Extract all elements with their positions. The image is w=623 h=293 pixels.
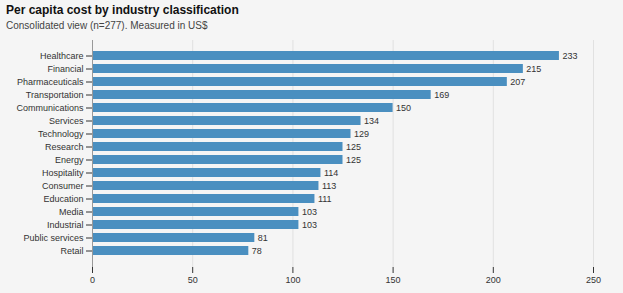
svg-text:Public services: Public services [23,233,84,243]
svg-text:Media: Media [59,207,84,217]
svg-text:Financial: Financial [47,64,83,74]
svg-text:100: 100 [285,275,300,285]
svg-text:Technology: Technology [38,129,84,139]
svg-text:150: 150 [396,103,411,113]
svg-text:Research: Research [45,142,84,152]
svg-text:111: 111 [318,194,332,204]
svg-text:125: 125 [346,155,361,165]
svg-text:Energy: Energy [55,155,84,165]
svg-text:233: 233 [562,51,577,61]
svg-text:Services: Services [49,116,84,126]
svg-text:150: 150 [386,275,401,285]
svg-text:215: 215 [526,64,541,74]
svg-text:113: 113 [322,181,336,191]
svg-text:Retail: Retail [60,246,83,256]
svg-text:114: 114 [324,168,338,178]
svg-text:50: 50 [188,275,198,285]
svg-text:207: 207 [510,77,525,87]
svg-text:78: 78 [252,246,262,256]
svg-text:0: 0 [90,275,95,285]
svg-text:200: 200 [486,275,501,285]
svg-text:Transportation: Transportation [26,90,84,100]
svg-text:103: 103 [302,207,317,217]
svg-text:Pharmaceuticals: Pharmaceuticals [17,77,84,87]
svg-text:129: 129 [354,129,369,139]
svg-text:250: 250 [586,275,601,285]
svg-text:134: 134 [364,116,379,126]
svg-text:Hospitality: Hospitality [42,168,84,178]
svg-text:169: 169 [434,90,449,100]
svg-text:Healthcare: Healthcare [40,51,84,61]
svg-text:Industrial: Industrial [47,220,84,230]
html-text:Consolidated view (n=277). Mea: Consolidated view (n=277). Measured in U… [6,20,208,31]
svg-text:Communications: Communications [16,103,84,113]
svg-text:81: 81 [258,233,268,243]
svg-text:125: 125 [346,142,361,152]
svg-text:103: 103 [302,220,317,230]
html-text:Per capita cost by industry cl: Per capita cost by industry classificati… [6,3,239,17]
svg-text:Education: Education [43,194,83,204]
svg-text:Consumer: Consumer [42,181,84,191]
